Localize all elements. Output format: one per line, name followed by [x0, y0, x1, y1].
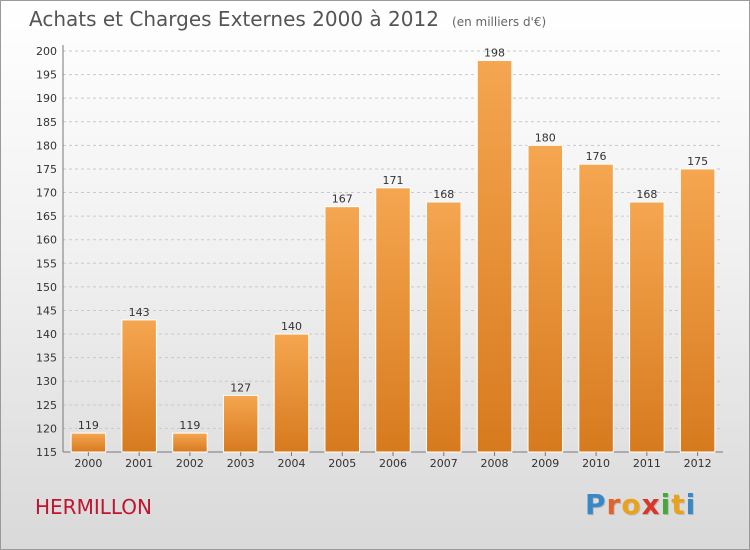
y-tick-label: 190	[36, 92, 57, 105]
y-tick-label: 155	[36, 257, 57, 270]
x-tick-label: 2004	[277, 457, 305, 470]
y-tick-label: 130	[36, 375, 57, 388]
bar	[426, 201, 462, 453]
bar	[476, 59, 513, 453]
y-tick-label: 170	[36, 187, 57, 200]
x-tick-label: 2010	[582, 457, 610, 470]
y-tick-label: 165	[36, 210, 57, 223]
bar	[222, 394, 259, 453]
x-tick-label: 2008	[481, 457, 509, 470]
y-tick-label: 135	[36, 352, 57, 365]
chart-title: Achats et Charges Externes 2000 à 2012	[29, 7, 439, 31]
bar	[273, 333, 310, 453]
bar	[70, 432, 107, 453]
value-label: 143	[129, 306, 150, 319]
value-label: 175	[687, 155, 708, 168]
y-tick-label: 160	[36, 234, 57, 247]
logo-letter: o	[621, 488, 642, 521]
y-tick-label: 120	[36, 422, 57, 435]
value-label: 168	[636, 188, 657, 201]
y-tick-label: 145	[36, 304, 57, 317]
y-tick-label: 180	[36, 139, 57, 152]
value-label: 168	[433, 188, 454, 201]
value-label: 198	[484, 46, 505, 59]
logo-letter: r	[606, 488, 622, 521]
y-tick-label: 115	[36, 446, 57, 459]
bar	[121, 319, 157, 453]
bar	[527, 144, 564, 453]
proxiti-logo: Proxiti	[585, 488, 696, 521]
place-name: HERMILLON	[35, 495, 153, 519]
x-tick-label: 2009	[531, 457, 559, 470]
y-tick-label: 200	[36, 45, 57, 58]
bar	[679, 168, 716, 453]
x-tick-label: 2011	[633, 457, 661, 470]
chart-subtitle: (en milliers d'€)	[452, 15, 547, 29]
value-label: 167	[332, 193, 353, 206]
value-label: 140	[281, 320, 302, 333]
y-tick-label: 125	[36, 399, 57, 412]
logo-letter: t	[671, 488, 686, 521]
x-tick-label: 2002	[176, 457, 204, 470]
value-label: 119	[179, 419, 200, 432]
x-tick-label: 2003	[227, 457, 255, 470]
y-tick-label: 175	[36, 163, 57, 176]
y-tick-label: 140	[36, 328, 57, 341]
x-tick-label: 2001	[125, 457, 153, 470]
x-tick-label: 2012	[684, 457, 712, 470]
bar	[324, 206, 360, 453]
logo-letter: i	[685, 488, 697, 521]
x-tick-label: 2007	[430, 457, 458, 470]
logo-letter: x	[641, 488, 661, 521]
x-tick-label: 2006	[379, 457, 407, 470]
value-label: 171	[383, 174, 404, 187]
logo-letter: P	[585, 488, 607, 521]
y-tick-label: 150	[36, 281, 57, 294]
bar	[375, 187, 411, 453]
y-tick-label: 195	[36, 69, 57, 82]
chart-title-group: Achats et Charges Externes 2000 à 2012 (…	[29, 7, 546, 31]
value-label: 119	[78, 419, 99, 432]
y-tick-label: 185	[36, 116, 57, 129]
value-label: 127	[230, 381, 251, 394]
logo-letter: i	[660, 488, 672, 521]
bar	[172, 432, 208, 453]
value-label: 180	[535, 131, 556, 144]
bar	[629, 201, 665, 453]
value-label: 176	[586, 150, 607, 163]
x-tick-label: 2000	[74, 457, 102, 470]
bar	[578, 163, 614, 453]
x-tick-label: 2005	[328, 457, 356, 470]
